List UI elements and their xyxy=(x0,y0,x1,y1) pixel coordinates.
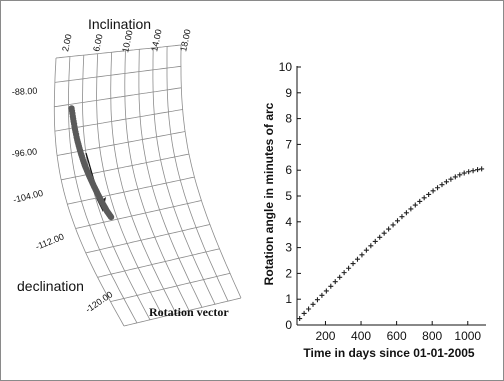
grid-line-vertical xyxy=(53,57,125,327)
inclination-axis-label: Inclination xyxy=(88,16,151,32)
grid-line-vertical xyxy=(152,47,216,305)
rotation-vector-points xyxy=(68,105,115,221)
declination-tick-label: -96.00 xyxy=(11,146,37,159)
grid-line-horizontal xyxy=(85,224,210,254)
curved-grid xyxy=(53,44,242,327)
grid-line-vertical xyxy=(138,49,203,308)
grid-line-horizontal xyxy=(75,200,202,229)
grid-line-vertical xyxy=(166,46,229,302)
inclination-tick-label: 2.00 xyxy=(60,33,73,52)
grid-line-vertical xyxy=(96,53,164,317)
rotation-vector-point xyxy=(108,214,115,221)
grid-line-horizontal xyxy=(55,44,182,59)
grid-line-horizontal xyxy=(54,65,182,83)
grid-line-horizontal xyxy=(123,297,242,327)
grid-line-vertical xyxy=(67,56,138,324)
inclination-tick-label: 18.00 xyxy=(178,28,192,52)
grid-line-horizontal xyxy=(97,248,220,278)
inclination-tick-label: 6.00 xyxy=(91,33,104,52)
inclination-tick-label: 14.00 xyxy=(149,28,163,52)
inclination-tick-label: 10.00 xyxy=(120,29,134,53)
declination-tick-label: -88.00 xyxy=(12,86,38,97)
grid-line-vertical xyxy=(124,50,190,311)
rotation-vector-title: Rotation vector xyxy=(149,305,229,319)
grid-line-horizontal xyxy=(61,153,190,181)
grid-line-vertical xyxy=(110,52,177,314)
declination-tick-label: -112.00 xyxy=(34,231,65,251)
grid-line-horizontal xyxy=(67,176,195,205)
grid-line-horizontal xyxy=(110,272,231,302)
declination-tick-label: -120.00 xyxy=(84,289,115,314)
grid-line-horizontal xyxy=(54,87,182,108)
declination-tick-label: -104.00 xyxy=(12,188,44,205)
grid-line-vertical xyxy=(180,45,242,299)
declination-axis-label: declination xyxy=(17,278,84,294)
